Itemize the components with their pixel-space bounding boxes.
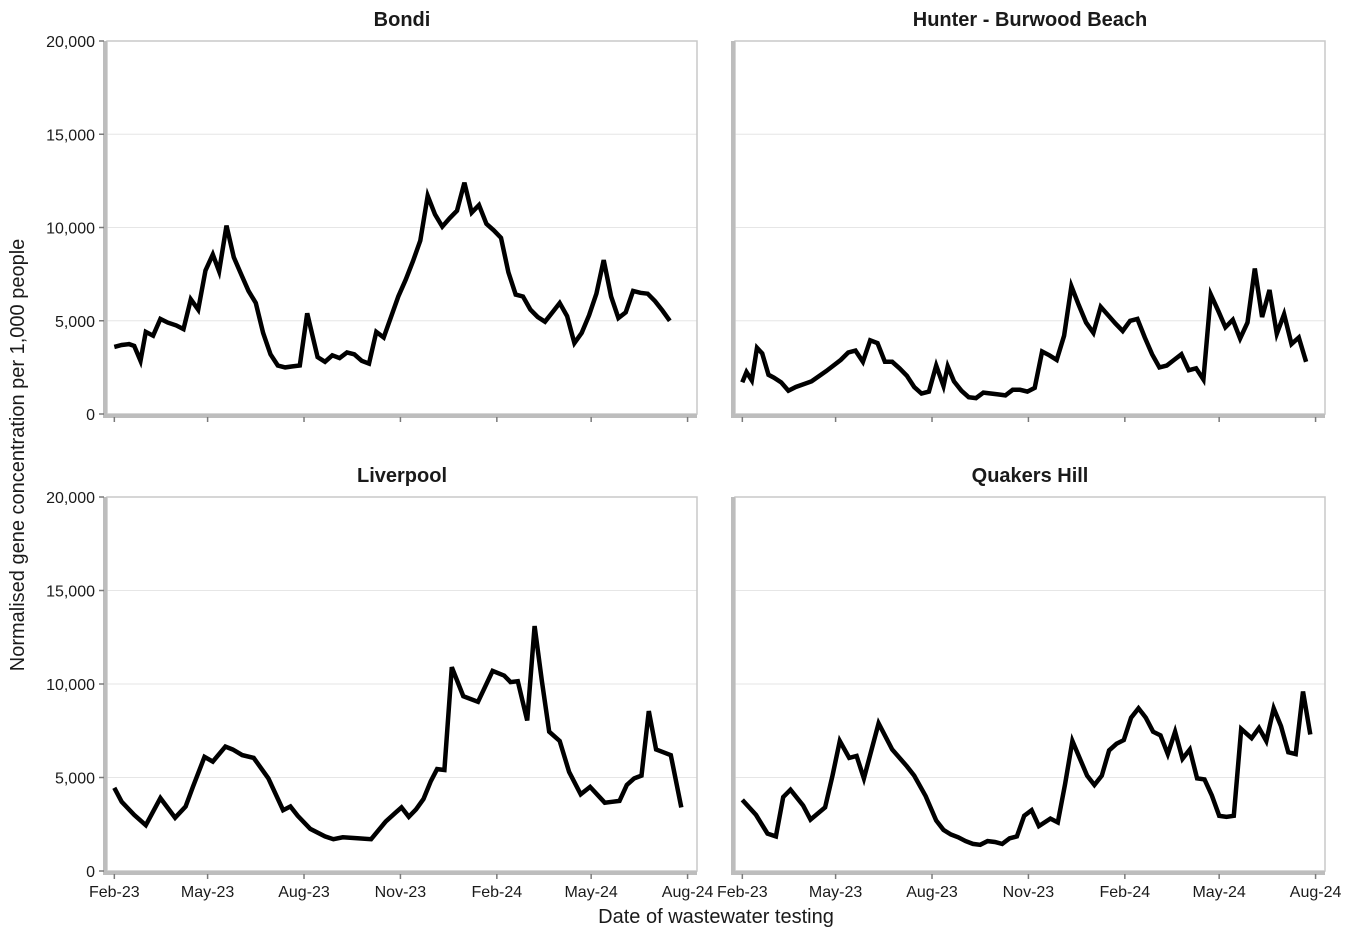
y-tick-label: 10,000 — [46, 677, 95, 694]
x-tick-label: Aug-23 — [278, 884, 330, 901]
x-tick-label: Feb-23 — [89, 884, 140, 901]
series-line — [113, 182, 672, 370]
x-tick-label: May-23 — [809, 884, 862, 901]
panel-3: Quakers Hill Feb-23 May-23 Aug-23 Nov-23 Feb-… — [717, 465, 1341, 901]
series-line — [740, 268, 1309, 401]
y-tick-label: 10,000 — [46, 221, 95, 238]
x-tick-label: May-24 — [564, 884, 617, 901]
panel-1: Hunter - Burwood Beach — [731, 9, 1326, 422]
x-tick-label: May-23 — [181, 884, 234, 901]
series-line — [740, 691, 1313, 848]
panels-layer: Bondi 0 5,000 10,000 15,000 20,000 Hunter - Bu… — [46, 9, 1341, 901]
y-tick-label: 5,000 — [55, 771, 95, 788]
y-tick-label: 15,000 — [46, 127, 95, 144]
y-tick-label: 0 — [86, 407, 95, 424]
panel-0: Bondi 0 5,000 10,000 15,000 20,000 — [46, 9, 698, 424]
y-tick-label: 20,000 — [46, 34, 95, 51]
panel-title: Bondi — [374, 9, 431, 31]
x-tick-label: Nov-23 — [375, 884, 427, 901]
x-tick-label: Feb-24 — [471, 884, 522, 901]
y-tick-label: 20,000 — [46, 490, 95, 507]
panel-title: Liverpool — [357, 465, 447, 487]
x-tick-label: Feb-24 — [1099, 884, 1150, 901]
x-tick-label: Feb-23 — [717, 884, 768, 901]
panel-2: Liverpool 0 5,000 10,000 15,000 20,000 Feb-23 M… — [46, 465, 713, 901]
y-axis-label: Normalised gene concentration per 1,000 … — [7, 239, 29, 672]
x-tick-label: Aug-24 — [1290, 884, 1342, 901]
x-tick-label: May-24 — [1192, 884, 1245, 901]
x-tick-label: Aug-24 — [662, 884, 714, 901]
y-tick-label: 5,000 — [55, 314, 95, 331]
y-tick-label: 15,000 — [46, 584, 95, 601]
series-line — [112, 625, 684, 842]
x-tick-label: Nov-23 — [1003, 884, 1055, 901]
x-axis-label: Date of wastewater testing — [598, 906, 834, 928]
panel-title: Hunter - Burwood Beach — [913, 9, 1147, 31]
x-tick-label: Aug-23 — [906, 884, 958, 901]
panel-title: Quakers Hill — [972, 465, 1089, 487]
y-tick-label: 0 — [86, 864, 95, 881]
